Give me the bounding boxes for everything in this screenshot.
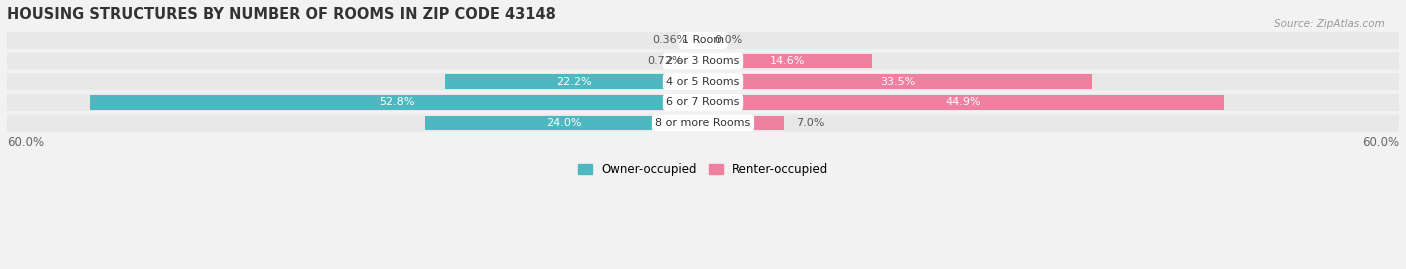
Bar [699, 33, 703, 48]
Text: 4 or 5 Rooms: 4 or 5 Rooms [666, 77, 740, 87]
Text: HOUSING STRUCTURES BY NUMBER OF ROOMS IN ZIP CODE 43148: HOUSING STRUCTURES BY NUMBER OF ROOMS IN… [7, 7, 555, 22]
Text: 60.0%: 60.0% [7, 136, 44, 150]
Bar [446, 74, 703, 89]
FancyBboxPatch shape [7, 94, 1399, 111]
Bar [695, 54, 703, 69]
Text: 60.0%: 60.0% [1362, 136, 1399, 150]
Text: 24.0%: 24.0% [546, 118, 582, 128]
Text: 0.0%: 0.0% [714, 36, 742, 45]
Legend: Owner-occupied, Renter-occupied: Owner-occupied, Renter-occupied [572, 159, 834, 181]
Text: 1 Room: 1 Room [682, 36, 724, 45]
Bar [703, 95, 1223, 110]
Bar [703, 74, 1091, 89]
Bar [90, 95, 703, 110]
Text: 2 or 3 Rooms: 2 or 3 Rooms [666, 56, 740, 66]
Text: 33.5%: 33.5% [880, 77, 915, 87]
Bar [425, 116, 703, 130]
Text: 44.9%: 44.9% [946, 97, 981, 107]
Text: 6 or 7 Rooms: 6 or 7 Rooms [666, 97, 740, 107]
FancyBboxPatch shape [7, 114, 1399, 132]
Bar [703, 116, 785, 130]
Text: 22.2%: 22.2% [557, 77, 592, 87]
Text: 7.0%: 7.0% [796, 118, 824, 128]
Text: Source: ZipAtlas.com: Source: ZipAtlas.com [1274, 19, 1385, 29]
Text: 0.36%: 0.36% [652, 36, 688, 45]
Text: 0.72%: 0.72% [648, 56, 683, 66]
FancyBboxPatch shape [7, 32, 1399, 49]
FancyBboxPatch shape [7, 73, 1399, 90]
Text: 8 or more Rooms: 8 or more Rooms [655, 118, 751, 128]
Text: 14.6%: 14.6% [770, 56, 806, 66]
Bar [703, 54, 872, 69]
Text: 52.8%: 52.8% [380, 97, 415, 107]
FancyBboxPatch shape [7, 52, 1399, 70]
